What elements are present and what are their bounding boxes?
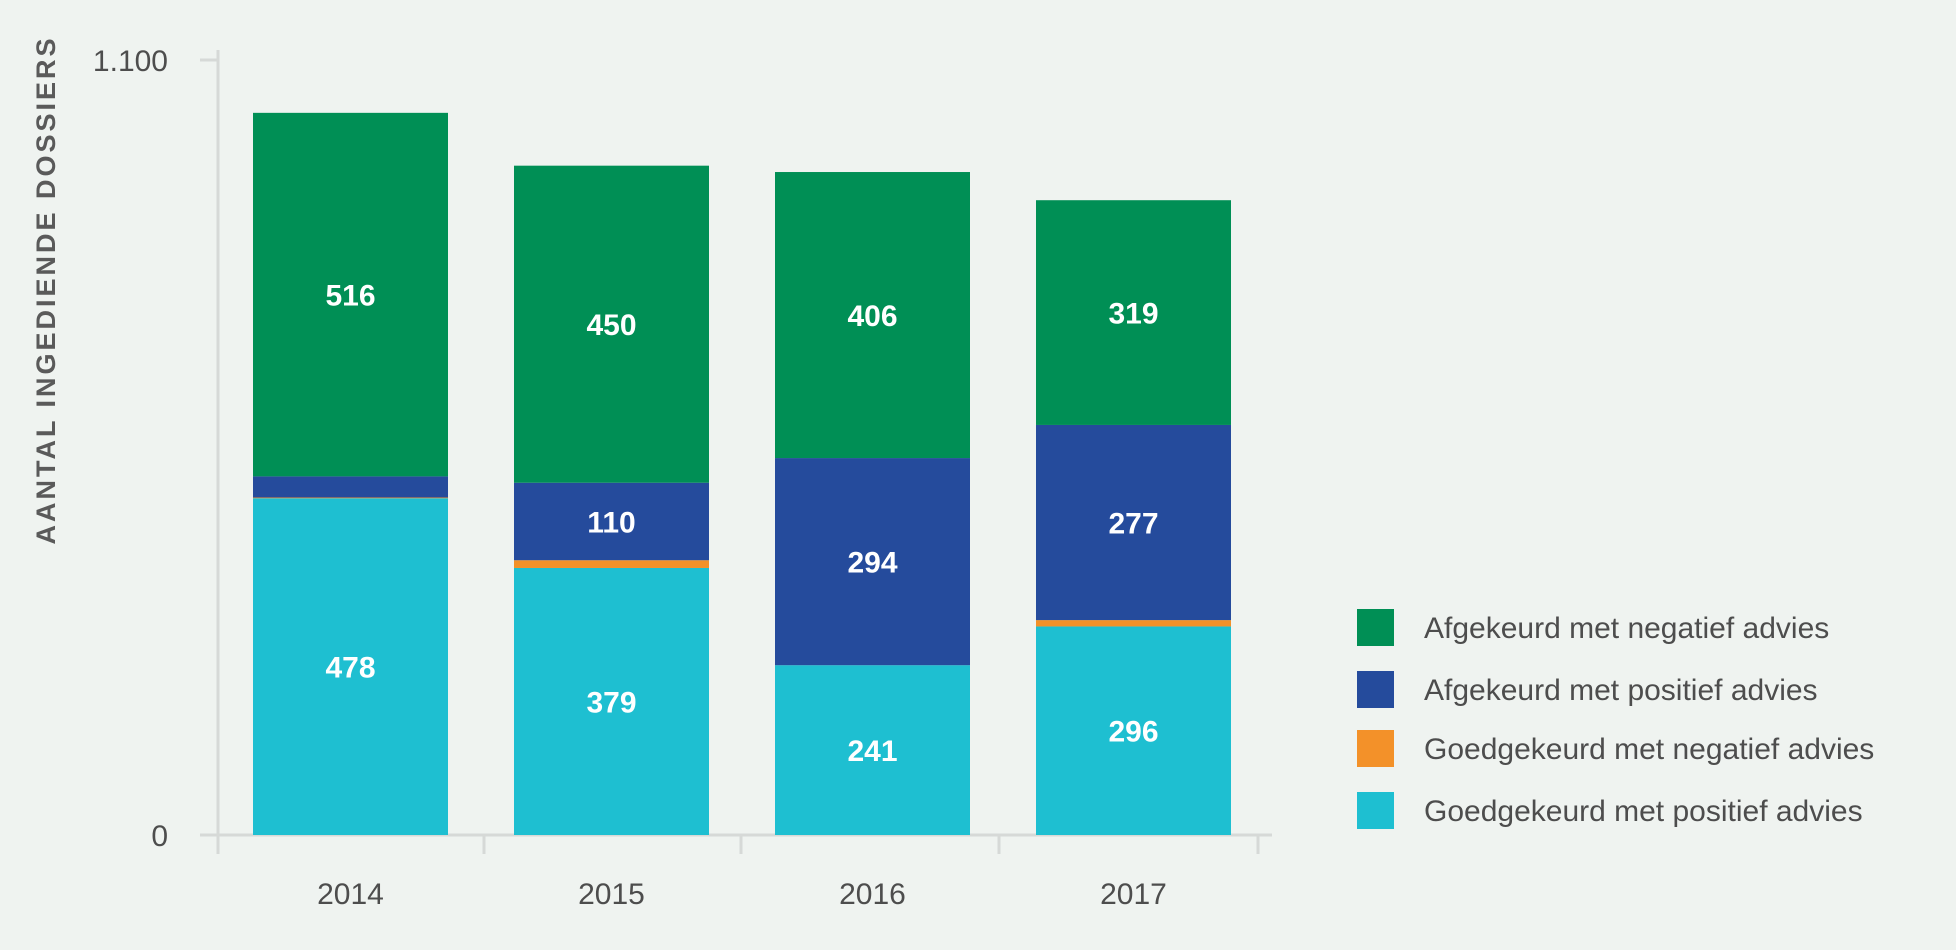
bar-segment: [1036, 424, 1231, 621]
bar-segment: [253, 476, 448, 498]
bar-segment: [253, 112, 448, 477]
bar-segment: [775, 665, 970, 835]
y-axis-label: AANTAL INGEDIENDE DOSSIERS: [31, 35, 61, 544]
bar-segment: [514, 482, 709, 561]
bar-segment: [514, 567, 709, 835]
data-label: 296: [1108, 716, 1158, 749]
legend-swatch: [1357, 609, 1394, 646]
bar-segment: [775, 172, 970, 459]
bars: 478 516 379 110 450 241 294 406 296 277 319: [253, 112, 1231, 835]
legend-swatch: [1357, 671, 1394, 708]
bar-segment: [514, 165, 709, 483]
data-label: 319: [1108, 298, 1158, 331]
y-tick-label: 0: [151, 820, 168, 853]
bar-segment: [1036, 200, 1231, 425]
bar-segment: [1036, 620, 1231, 627]
data-label: 277: [1108, 508, 1158, 541]
x-tick-label: 2014: [317, 878, 384, 911]
data-label: 406: [847, 300, 897, 333]
bar-segment: [253, 498, 448, 835]
bar-segment: [514, 560, 709, 568]
bar-segment: [253, 497, 448, 499]
legend-swatch: [1357, 730, 1394, 767]
legend-label: Afgekeurd met negatief advies: [1424, 612, 1829, 645]
data-label: 110: [587, 506, 635, 539]
y-tick-label: 1.100: [93, 45, 168, 78]
data-label: 379: [586, 686, 636, 719]
legend: Afgekeurd met negatief advies Afgekeurd m…: [1357, 609, 1874, 829]
legend-swatch: [1357, 792, 1394, 829]
x-tick-label: 2017: [1100, 878, 1167, 911]
data-label: 478: [325, 652, 375, 685]
x-tick-labels: 2014 2015 2016 2017: [317, 878, 1167, 911]
data-label: 516: [325, 280, 375, 313]
data-label: 241: [847, 735, 897, 768]
legend-label: Afgekeurd met positief advies: [1424, 674, 1818, 707]
bar-segment: [775, 458, 970, 666]
data-label: 294: [847, 547, 897, 580]
x-tick-label: 2016: [839, 878, 906, 911]
x-tick-label: 2015: [578, 878, 645, 911]
data-label: 450: [586, 309, 636, 342]
bar-segment: [1036, 626, 1231, 835]
legend-label: Goedgekeurd met positief advies: [1424, 795, 1863, 828]
legend-label: Goedgekeurd met negatief advies: [1424, 733, 1874, 766]
